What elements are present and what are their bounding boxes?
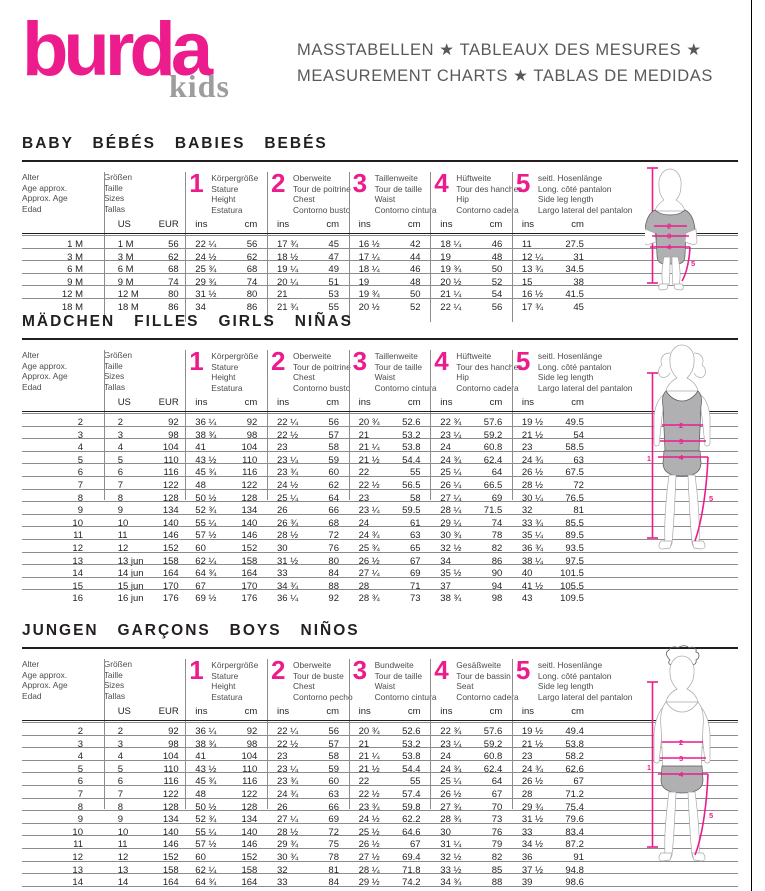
svg-text:3: 3 <box>679 437 683 446</box>
svg-text:2: 2 <box>679 421 683 430</box>
svg-text:5: 5 <box>709 494 713 503</box>
svg-text:2: 2 <box>679 738 683 747</box>
svg-text:3: 3 <box>667 232 671 241</box>
svg-text:5: 5 <box>691 259 695 268</box>
svg-text:1: 1 <box>647 765 651 772</box>
svg-text:2: 2 <box>667 222 671 231</box>
svg-text:1: 1 <box>647 456 651 463</box>
svg-text:3: 3 <box>679 754 683 763</box>
svg-text:5: 5 <box>709 811 713 820</box>
